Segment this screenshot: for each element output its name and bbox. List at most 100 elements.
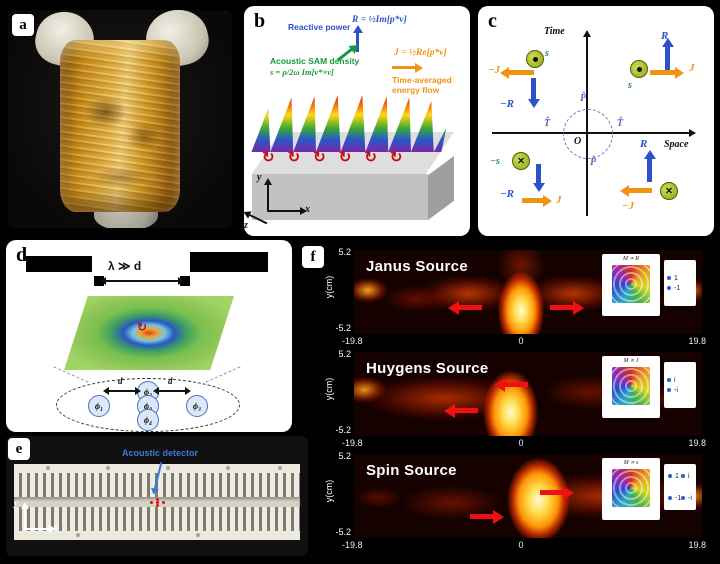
waveguide-bottom-rail: [14, 531, 300, 540]
legend-item: -1: [668, 495, 681, 502]
spin-vortex-icon: [262, 148, 275, 166]
sam-density-formula: s = ρ/2ω Im[v*×v]: [270, 67, 334, 77]
panel-f: f y(cm) 5.2 -5.2 Janus Source M ∝ R 1 -1: [300, 240, 718, 562]
x-axis-label: x: [305, 204, 310, 215]
reactive-power-formula: R = ½Im[p*v]: [352, 15, 407, 25]
q1-flow-arrow-icon: [650, 70, 676, 75]
janus-cup-photo: [8, 10, 232, 228]
inset-formula: M ∝ s: [623, 460, 639, 466]
x-tick-right: 19.8: [688, 438, 706, 448]
y-axis-title: y(cm): [324, 275, 334, 299]
q2-flow-arrow-icon: [508, 70, 534, 75]
y-axis-title: y(cm): [324, 479, 334, 503]
phase-source-marker: [162, 501, 165, 504]
x-axis-arrow-icon: [24, 528, 50, 530]
time-reversal-operator-left: T̂: [544, 118, 551, 129]
spin-vortex-row: [262, 148, 402, 166]
panel-letter: e: [15, 440, 23, 457]
time-axis-label: Time: [544, 26, 565, 37]
panel-label-a: a: [12, 14, 34, 36]
energy-flow-arrow-icon: [392, 66, 416, 69]
phase-source-marker: [150, 501, 153, 504]
space-axis-label: Space: [664, 139, 689, 150]
phase-spiral-icon: [612, 367, 650, 405]
legend-item: 1: [667, 275, 693, 282]
box-side-face: [428, 156, 454, 220]
legend-item: 1: [668, 473, 679, 480]
huygens-map-group: y(cm) 5.2 -5.2 Huygens Source M ∝ J i -i…: [324, 349, 706, 452]
screw-icon: [76, 533, 80, 537]
radiation-arrow-right-icon: [540, 490, 564, 495]
q4-spin-in-icon: [660, 182, 678, 200]
spacing-arrow-icon: [159, 390, 185, 392]
waveguide-top-rail: [14, 464, 300, 473]
y-tick-top: 5.2: [338, 451, 351, 461]
spin-vortex-icon: [313, 148, 326, 166]
phase-legend: 1 i -1 -i: [664, 464, 696, 510]
phase-dot-icon: [668, 474, 672, 478]
q3-flow-arrow-icon: [522, 198, 544, 203]
q3-flow-label: J: [556, 194, 562, 206]
z-axis-label: z: [244, 220, 248, 231]
x-tick-left: -19.8: [342, 438, 363, 448]
zoom-guide-line: [205, 366, 241, 383]
q1-reactive-label: R: [661, 30, 669, 42]
sam-density-title: Acoustic SAM density: [270, 56, 360, 66]
radiation-arrow-right-icon: [550, 305, 574, 310]
box-front-face: [252, 174, 428, 220]
phase-legend: 1 -1: [664, 260, 696, 306]
panel-d: d λ ≫ d ϕ₂ ϕ₁ ϕ₀ ϕ₃ ϕ₄ d d: [6, 240, 292, 432]
phase-source-marker: [156, 501, 159, 504]
phase-dot-icon: [667, 378, 671, 382]
y-tick-bottom: -5.2: [335, 323, 351, 333]
source-vortex-icon: [137, 320, 147, 334]
spin-map-group: y(cm) 5.2 -5.2 Spin Source M ∝ s 1 i -1 …: [324, 451, 706, 554]
monopole-cluster-ellipse: [56, 378, 240, 432]
energy-flow-title: Time-averaged energy flow: [392, 75, 452, 95]
y-axis-arrow-icon: [24, 508, 26, 530]
map-title: Janus Source: [366, 258, 468, 275]
screw-icon: [196, 533, 200, 537]
spin-field-heatmap: Spin Source M ∝ s 1 i -1 -i: [354, 454, 702, 538]
bracket-end-mark: [180, 276, 190, 286]
janus-map-group: y(cm) 5.2 -5.2 Janus Source M ∝ R 1 -1 -…: [324, 247, 706, 350]
energy-flow-formula: J = ½Re[p*v]: [394, 48, 447, 58]
redaction-bar: [190, 252, 268, 272]
legend-item: -i: [681, 495, 692, 502]
y-axis-label: y: [14, 498, 18, 508]
monopole-phi1: ϕ₁: [88, 395, 110, 417]
y-tick-bottom: -5.2: [335, 425, 351, 435]
screw-icon: [278, 466, 282, 470]
q2-reactive-arrow-icon: [531, 78, 536, 100]
legend-label: i: [688, 472, 690, 480]
x-tick-right: 19.8: [688, 336, 706, 346]
parity-operator-bottom: P̂: [590, 157, 597, 168]
screw-icon: [106, 466, 110, 470]
x-tick-left: -19.8: [342, 540, 363, 550]
legend-label: 1: [674, 274, 678, 282]
q1-flow-label: J: [689, 62, 695, 74]
phase-spiral-icon: [612, 469, 650, 507]
acoustic-detector-label: Acoustic detector: [122, 448, 199, 458]
q2-spin-out-icon: [526, 50, 544, 68]
x-tick-mid: 0: [518, 540, 524, 550]
huygens-field-heatmap: Huygens Source M ∝ J i -i: [354, 352, 702, 436]
q4-flow-arrow-icon: [628, 188, 652, 193]
legend-label: -i: [674, 386, 678, 394]
q3-reactive-label: −R: [500, 188, 515, 200]
redaction-bar: [26, 256, 92, 272]
map-title: Spin Source: [366, 462, 457, 479]
panel-a: a: [8, 10, 232, 228]
spin-vortex-icon: [339, 148, 352, 166]
x-axis-ticks: -19.8 0 19.8: [342, 438, 706, 450]
phase-source-marker: [156, 498, 159, 501]
monopole-phi3: ϕ₃: [186, 395, 208, 417]
panel-label-c: c: [488, 10, 497, 32]
q4-reactive-arrow-icon: [647, 158, 652, 182]
phase-pattern-inset: M ∝ J: [602, 356, 660, 418]
monopole-phi4: ϕ₄: [137, 409, 159, 431]
x-axis-ticks: -19.8 0 19.8: [342, 336, 706, 348]
q3-reactive-arrow-icon: [536, 164, 541, 184]
radiation-arrow-right-icon: [470, 514, 494, 519]
